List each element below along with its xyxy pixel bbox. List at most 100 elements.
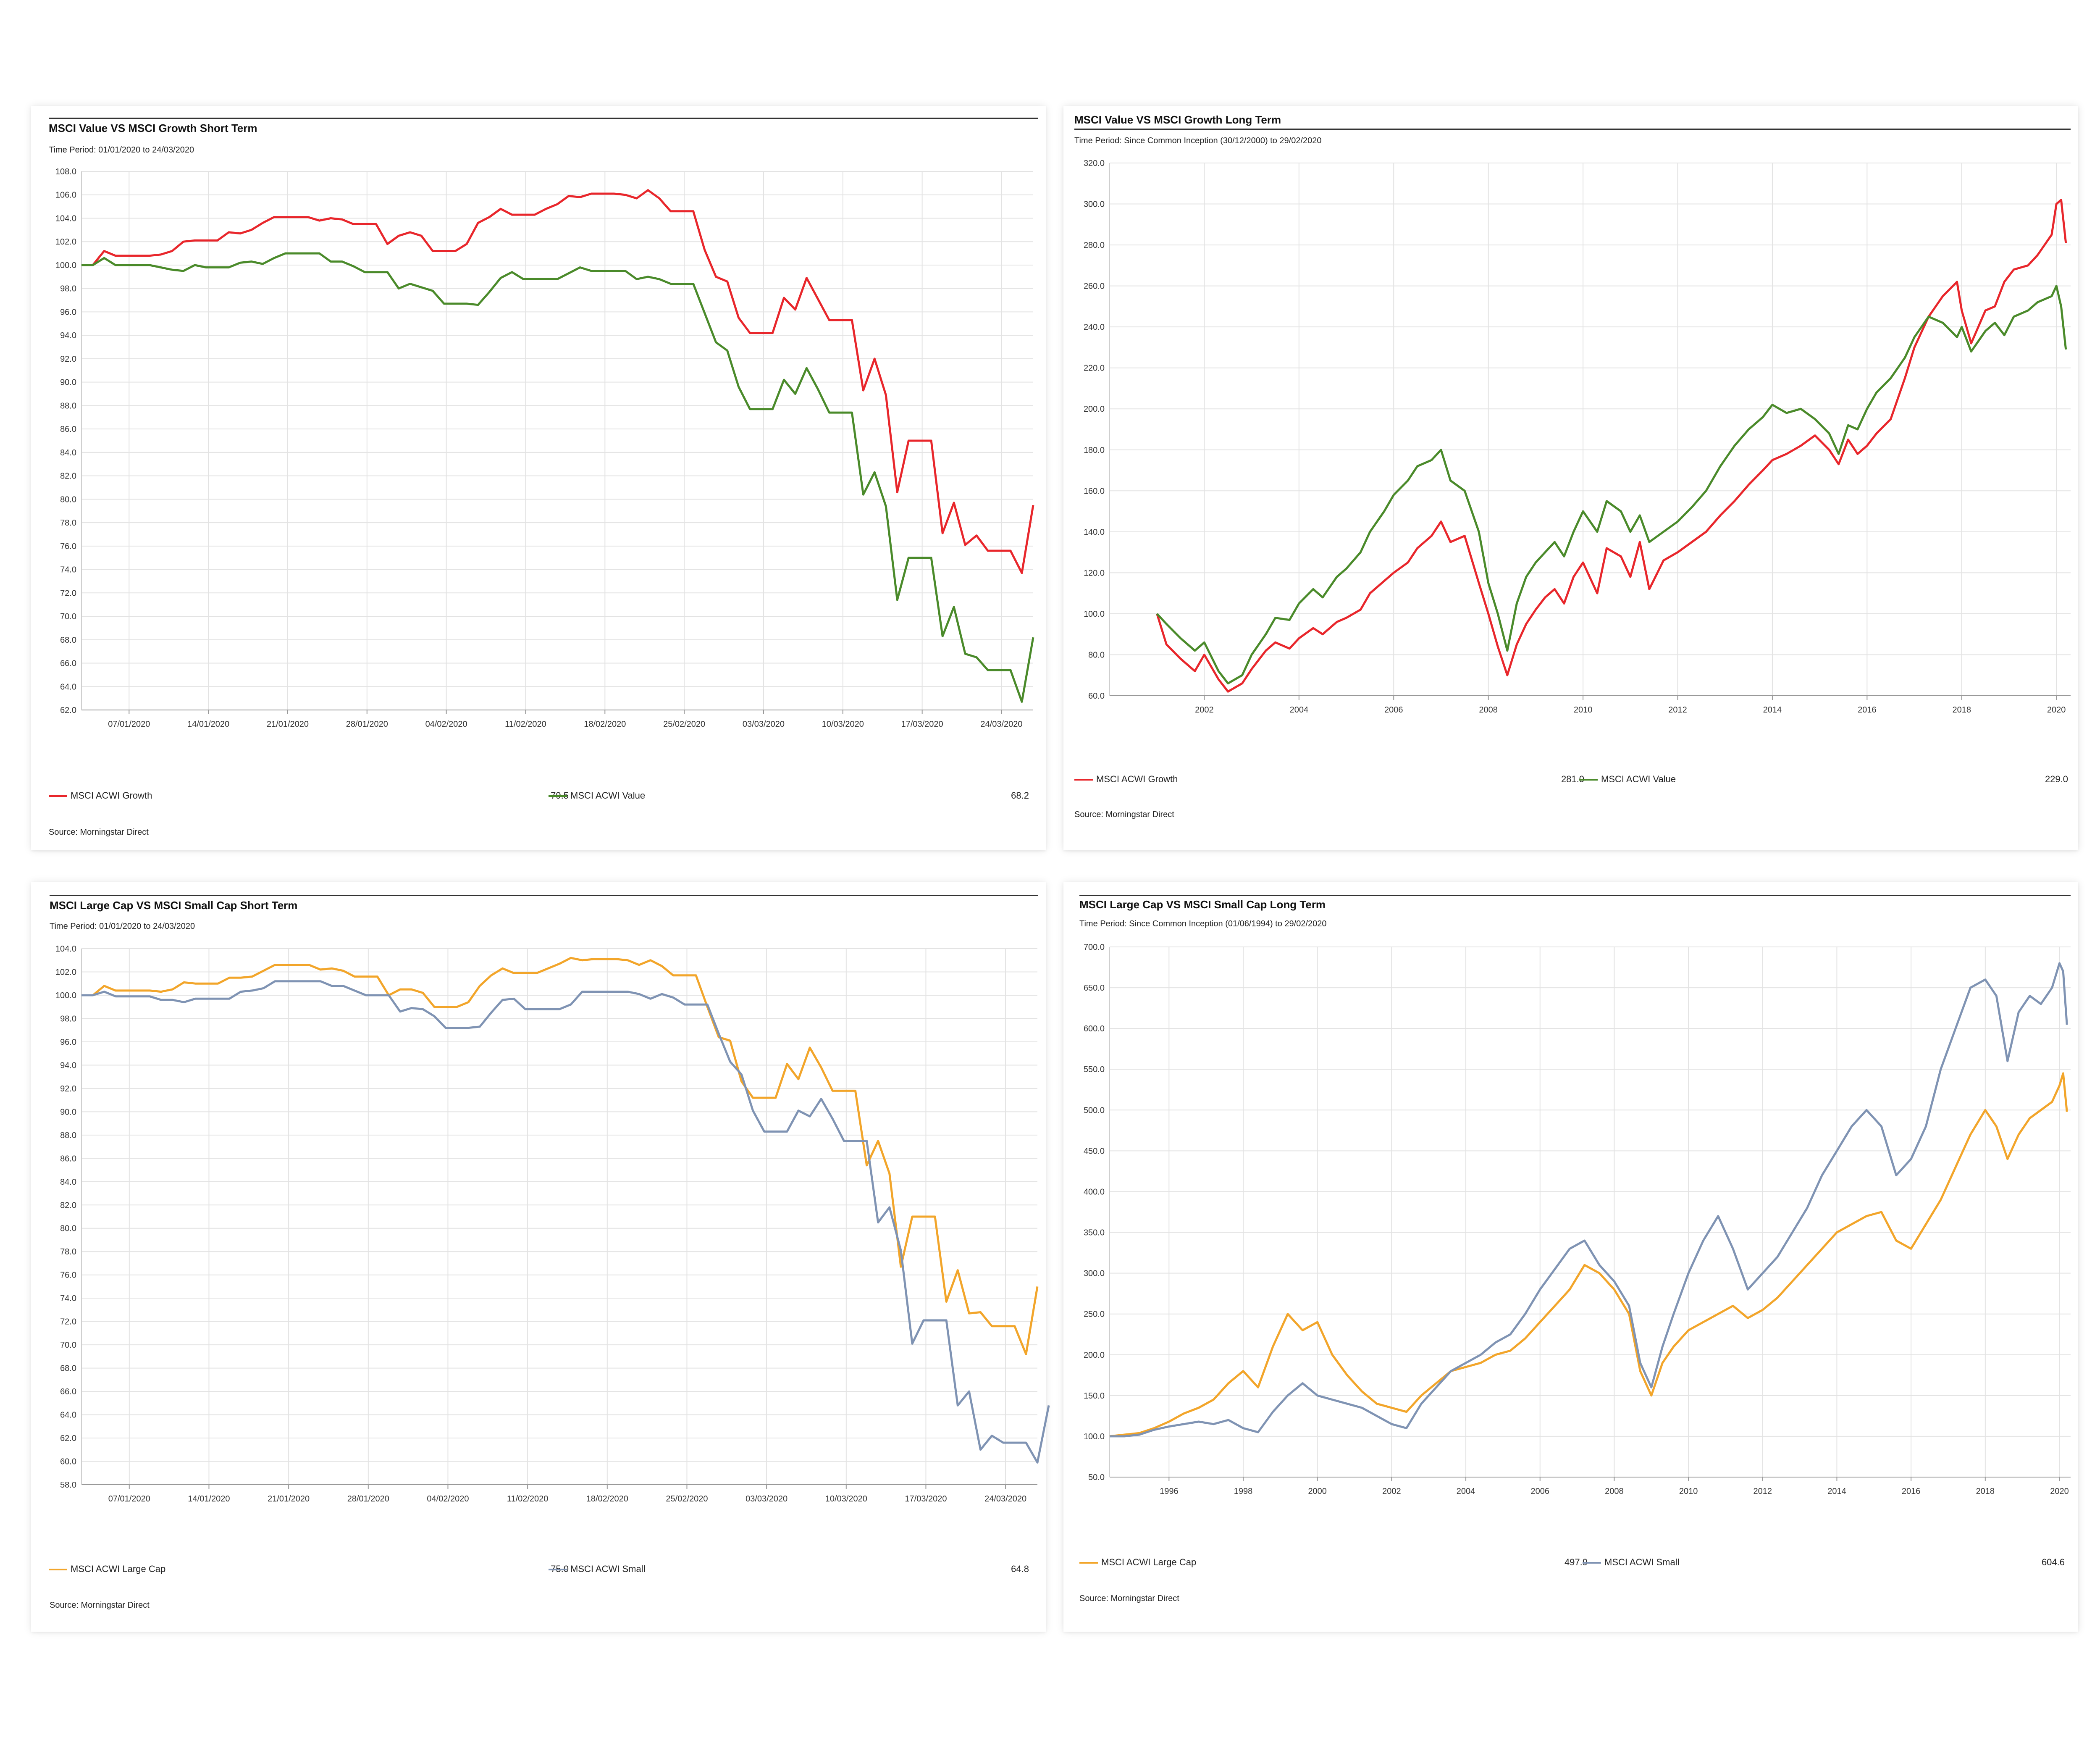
y-tick-label: 66.0 xyxy=(60,1387,76,1396)
x-tick-label: 2004 xyxy=(1290,705,1309,715)
y-tick-label: 100.0 xyxy=(1084,610,1105,619)
y-tick-label: 104.0 xyxy=(55,214,76,223)
y-tick-label: 200.0 xyxy=(1084,1351,1105,1360)
y-tick-label: 102.0 xyxy=(55,237,76,247)
line-chart: 108.0 106.0 104.0 102.0 100.0 98.0 96.0 94.0 92.… xyxy=(55,167,1034,729)
y-tick-label: 350.0 xyxy=(1084,1228,1105,1238)
legend-value-growth: 281.0 xyxy=(1561,774,1584,784)
x-tick-label: 03/03/2020 xyxy=(746,1494,788,1504)
y-tick-label: 120.0 xyxy=(1084,568,1105,578)
chart-subtitle: Time Period: Since Common Inception (01/… xyxy=(1079,919,1327,928)
chart-panel-value-vs-growth-long: MSCI Value VS MSCI Growth Long Term Time… xyxy=(1063,106,2078,850)
chart-subtitle: Time Period: 01/01/2020 to 24/03/2020 xyxy=(49,145,194,155)
y-tick-label: 80.0 xyxy=(1088,650,1105,660)
source-note: Source: Morningstar Direct xyxy=(1074,810,1174,819)
chart-subtitle: Time Period: Since Common Inception (30/… xyxy=(1074,136,1322,145)
x-tick-label: 2018 xyxy=(1976,1487,1995,1496)
y-tick-label: 108.0 xyxy=(55,167,76,176)
x-tick-label: 2016 xyxy=(1858,705,1877,715)
series-line-first xyxy=(1109,1072,2068,1438)
y-tick-label: 550.0 xyxy=(1084,1065,1105,1074)
y-tick-label: 150.0 xyxy=(1084,1391,1105,1401)
x-tick-label: 18/02/2020 xyxy=(586,1494,628,1504)
y-tick-label: 100.0 xyxy=(55,261,76,270)
source-note: Source: Morningstar Direct xyxy=(1079,1594,1179,1603)
legend-label-value: MSCI ACWI Value xyxy=(1601,774,1676,784)
y-tick-label: 72.0 xyxy=(60,1317,76,1327)
title-rule xyxy=(50,895,1038,896)
title-rule xyxy=(1079,895,2071,896)
y-tick-label: 68.0 xyxy=(60,1364,76,1373)
x-tick-label: 07/01/2020 xyxy=(108,720,150,729)
x-tick-label: 11/02/2020 xyxy=(505,720,546,729)
x-tick-label: 2008 xyxy=(1605,1487,1624,1496)
y-tick-label: 70.0 xyxy=(60,1341,76,1350)
legend-swatch-large-cap xyxy=(1079,1562,1098,1564)
x-tick-label: 2008 xyxy=(1479,705,1498,715)
x-tick-label: 2014 xyxy=(1763,705,1782,715)
y-tick-label: 700.0 xyxy=(1084,943,1105,952)
y-tick-label: 86.0 xyxy=(60,425,76,434)
x-tick-label: 2014 xyxy=(1827,1487,1846,1496)
x-tick-label: 07/01/2020 xyxy=(108,1494,150,1504)
x-tick-label: 1998 xyxy=(1234,1487,1253,1496)
x-tick-label: 2020 xyxy=(2047,705,2066,715)
legend-swatch-large-cap xyxy=(49,1569,67,1570)
y-tick-label: 500.0 xyxy=(1084,1106,1105,1115)
legend-swatch-small xyxy=(549,1569,567,1570)
legend-label-small: MSCI ACWI Small xyxy=(570,1564,646,1574)
x-tick-label: 14/01/2020 xyxy=(188,1494,230,1504)
y-tick-label: 106.0 xyxy=(55,191,76,200)
title-rule xyxy=(49,118,1038,119)
y-tick-label: 250.0 xyxy=(1084,1310,1105,1319)
series-line-second xyxy=(1156,285,2067,685)
y-tick-label: 450.0 xyxy=(1084,1146,1105,1156)
chart-panel-large-vs-small-short: MSCI Large Cap VS MSCI Small Cap Short T… xyxy=(31,882,1050,1632)
x-tick-label: 2002 xyxy=(1382,1487,1401,1496)
y-tick-label: 78.0 xyxy=(60,1247,76,1257)
x-tick-label: 04/02/2020 xyxy=(425,720,467,729)
legend-label-value: MSCI ACWI Value xyxy=(570,790,646,801)
y-tick-label: 80.0 xyxy=(60,1224,76,1233)
y-tick-label: 82.0 xyxy=(60,472,76,481)
y-tick-label: 64.0 xyxy=(60,682,76,691)
y-tick-label: 240.0 xyxy=(1084,323,1105,332)
x-tick-label: 28/01/2020 xyxy=(346,720,388,729)
legend-value-small: 64.8 xyxy=(1011,1564,1029,1574)
y-tick-label: 100.0 xyxy=(55,991,76,1000)
y-tick-label: 400.0 xyxy=(1084,1187,1105,1196)
line-chart: 104.0 102.0 100.0 98.0 96.0 94.0 92.0 90.0 88.0 8… xyxy=(55,944,1050,1504)
y-tick-label: 98.0 xyxy=(60,284,76,294)
legend-swatch-small xyxy=(1583,1562,1601,1564)
x-tick-label: 28/01/2020 xyxy=(347,1494,389,1504)
line-chart: 320.0 300.0 280.0 260.0 240.0 220.0 200.0 180.0… xyxy=(1084,159,2071,715)
y-tick-label: 98.0 xyxy=(60,1014,76,1023)
x-tick-label: 21/01/2020 xyxy=(268,1494,310,1504)
y-tick-label: 84.0 xyxy=(60,448,76,457)
y-tick-label: 260.0 xyxy=(1084,282,1105,291)
title-rule xyxy=(1074,129,2071,130)
y-tick-label: 76.0 xyxy=(60,1271,76,1280)
x-tick-label: 18/02/2020 xyxy=(584,720,626,729)
x-tick-label: 2018 xyxy=(1953,705,1971,715)
x-tick-label: 21/01/2020 xyxy=(267,720,309,729)
x-tick-label: 2006 xyxy=(1384,705,1403,715)
y-tick-label: 94.0 xyxy=(60,1061,76,1070)
chart-title: MSCI Large Cap VS MSCI Small Cap Short T… xyxy=(50,899,298,912)
legend-label-growth: MSCI ACWI Growth xyxy=(71,790,152,801)
y-tick-label: 78.0 xyxy=(60,518,76,528)
y-tick-label: 92.0 xyxy=(60,1084,76,1094)
y-tick-label: 140.0 xyxy=(1084,528,1105,537)
series-line-second xyxy=(81,980,1050,1464)
y-tick-label: 100.0 xyxy=(1084,1432,1105,1441)
y-tick-label: 50.0 xyxy=(1088,1473,1105,1482)
source-note: Source: Morningstar Direct xyxy=(49,828,149,837)
y-tick-label: 88.0 xyxy=(60,401,76,410)
series-line-first xyxy=(81,957,1039,1355)
y-tick-label: 86.0 xyxy=(60,1154,76,1163)
y-tick-label: 74.0 xyxy=(60,565,76,575)
x-tick-label: 2020 xyxy=(2050,1487,2069,1496)
legend-value-value: 229.0 xyxy=(2045,774,2068,784)
x-tick-label: 04/02/2020 xyxy=(427,1494,469,1504)
x-tick-label: 17/03/2020 xyxy=(905,1494,947,1504)
